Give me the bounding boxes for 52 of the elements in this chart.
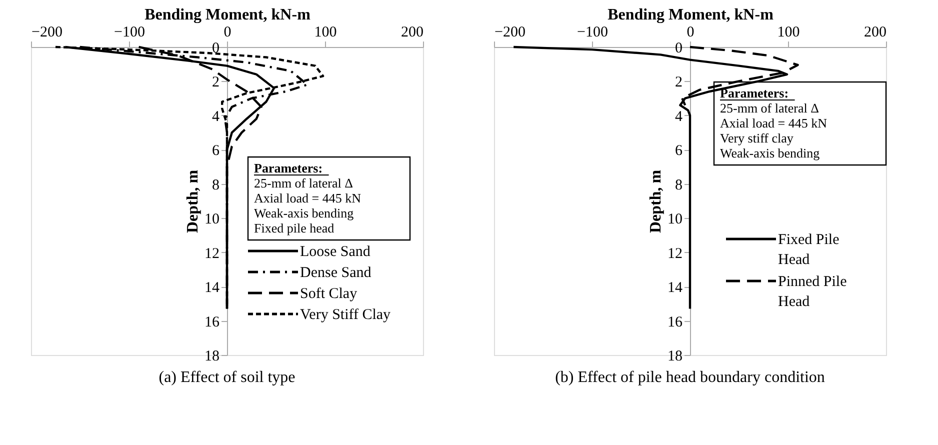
y-tick-label: 12 bbox=[204, 246, 220, 262]
x-tick-label: 100 bbox=[314, 24, 337, 40]
y-tick-label: 6 bbox=[675, 143, 683, 160]
y-tick-label: 14 bbox=[204, 280, 220, 296]
legend-label: Pinned Pile Head bbox=[778, 274, 848, 310]
y-tick-label: 0 bbox=[675, 40, 682, 56]
y-tick-label: 14 bbox=[668, 280, 683, 296]
x-tick-label: −100 bbox=[577, 24, 608, 40]
annotation: Weak-axis bending bbox=[720, 146, 820, 160]
y-axis-title: Depth, m bbox=[184, 169, 202, 234]
x-axis-title: Bending Moment, kN-m bbox=[608, 6, 774, 24]
y-tick-label: 4 bbox=[675, 108, 683, 125]
y-tick-label: 10 bbox=[204, 212, 220, 228]
annotation: Parameters: bbox=[254, 160, 323, 176]
annotation: Axial load = 445 kN bbox=[254, 190, 362, 206]
annotation: Parameters: bbox=[720, 86, 789, 100]
y-tick-label: 2 bbox=[212, 74, 220, 91]
y-tick-label: 10 bbox=[668, 212, 682, 228]
legend-label: Very Stiff Clay bbox=[300, 307, 392, 323]
annotation: Fixed pile head bbox=[254, 220, 335, 236]
legend-label: Soft Clay bbox=[300, 286, 358, 302]
annotation: Weak-axis bending bbox=[254, 206, 354, 220]
annotation: 25-mm of lateral Δ bbox=[720, 100, 819, 116]
y-tick-label: 4 bbox=[212, 108, 220, 125]
y-tick-label: 16 bbox=[668, 314, 683, 330]
legend-label: Dense Sand bbox=[300, 265, 372, 281]
x-tick-label: −200 bbox=[32, 24, 62, 40]
annotation: 25-mm of lateral Δ bbox=[254, 176, 353, 190]
y-tick-label: 8 bbox=[212, 177, 220, 194]
legend-label: Fixed Pile Head bbox=[778, 232, 840, 268]
x-tick-label: −200 bbox=[494, 24, 526, 40]
legend-label: Loose Sand bbox=[300, 244, 371, 260]
text: (a) Effect of soil type bbox=[158, 369, 296, 386]
annotation: Axial load = 445 kN bbox=[720, 116, 828, 130]
x-tick-label: −100 bbox=[114, 24, 145, 40]
y-tick-label: 0 bbox=[212, 40, 220, 56]
y-tick-label: 6 bbox=[212, 143, 220, 160]
x-axis-title: Bending Moment, kN-m bbox=[144, 6, 312, 24]
y-tick-label: 12 bbox=[668, 246, 682, 262]
y-tick-label: 8 bbox=[675, 177, 682, 194]
x-tick-label: 0 bbox=[224, 24, 232, 40]
y-axis-title: Depth, m bbox=[648, 169, 664, 234]
text: (b) Effect of pile head boundary condition bbox=[555, 369, 825, 386]
x-tick-label: 200 bbox=[401, 24, 424, 40]
x-tick-label: 100 bbox=[777, 24, 800, 40]
y-tick-label: 16 bbox=[204, 314, 220, 330]
annotation: Very stiff clay bbox=[720, 130, 794, 146]
x-tick-label: 0 bbox=[686, 24, 694, 40]
y-tick-label: 2 bbox=[675, 74, 682, 91]
x-tick-label: 200 bbox=[864, 24, 886, 40]
y-tick-label: 18 bbox=[668, 348, 682, 364]
y-tick-label: 18 bbox=[204, 348, 220, 364]
